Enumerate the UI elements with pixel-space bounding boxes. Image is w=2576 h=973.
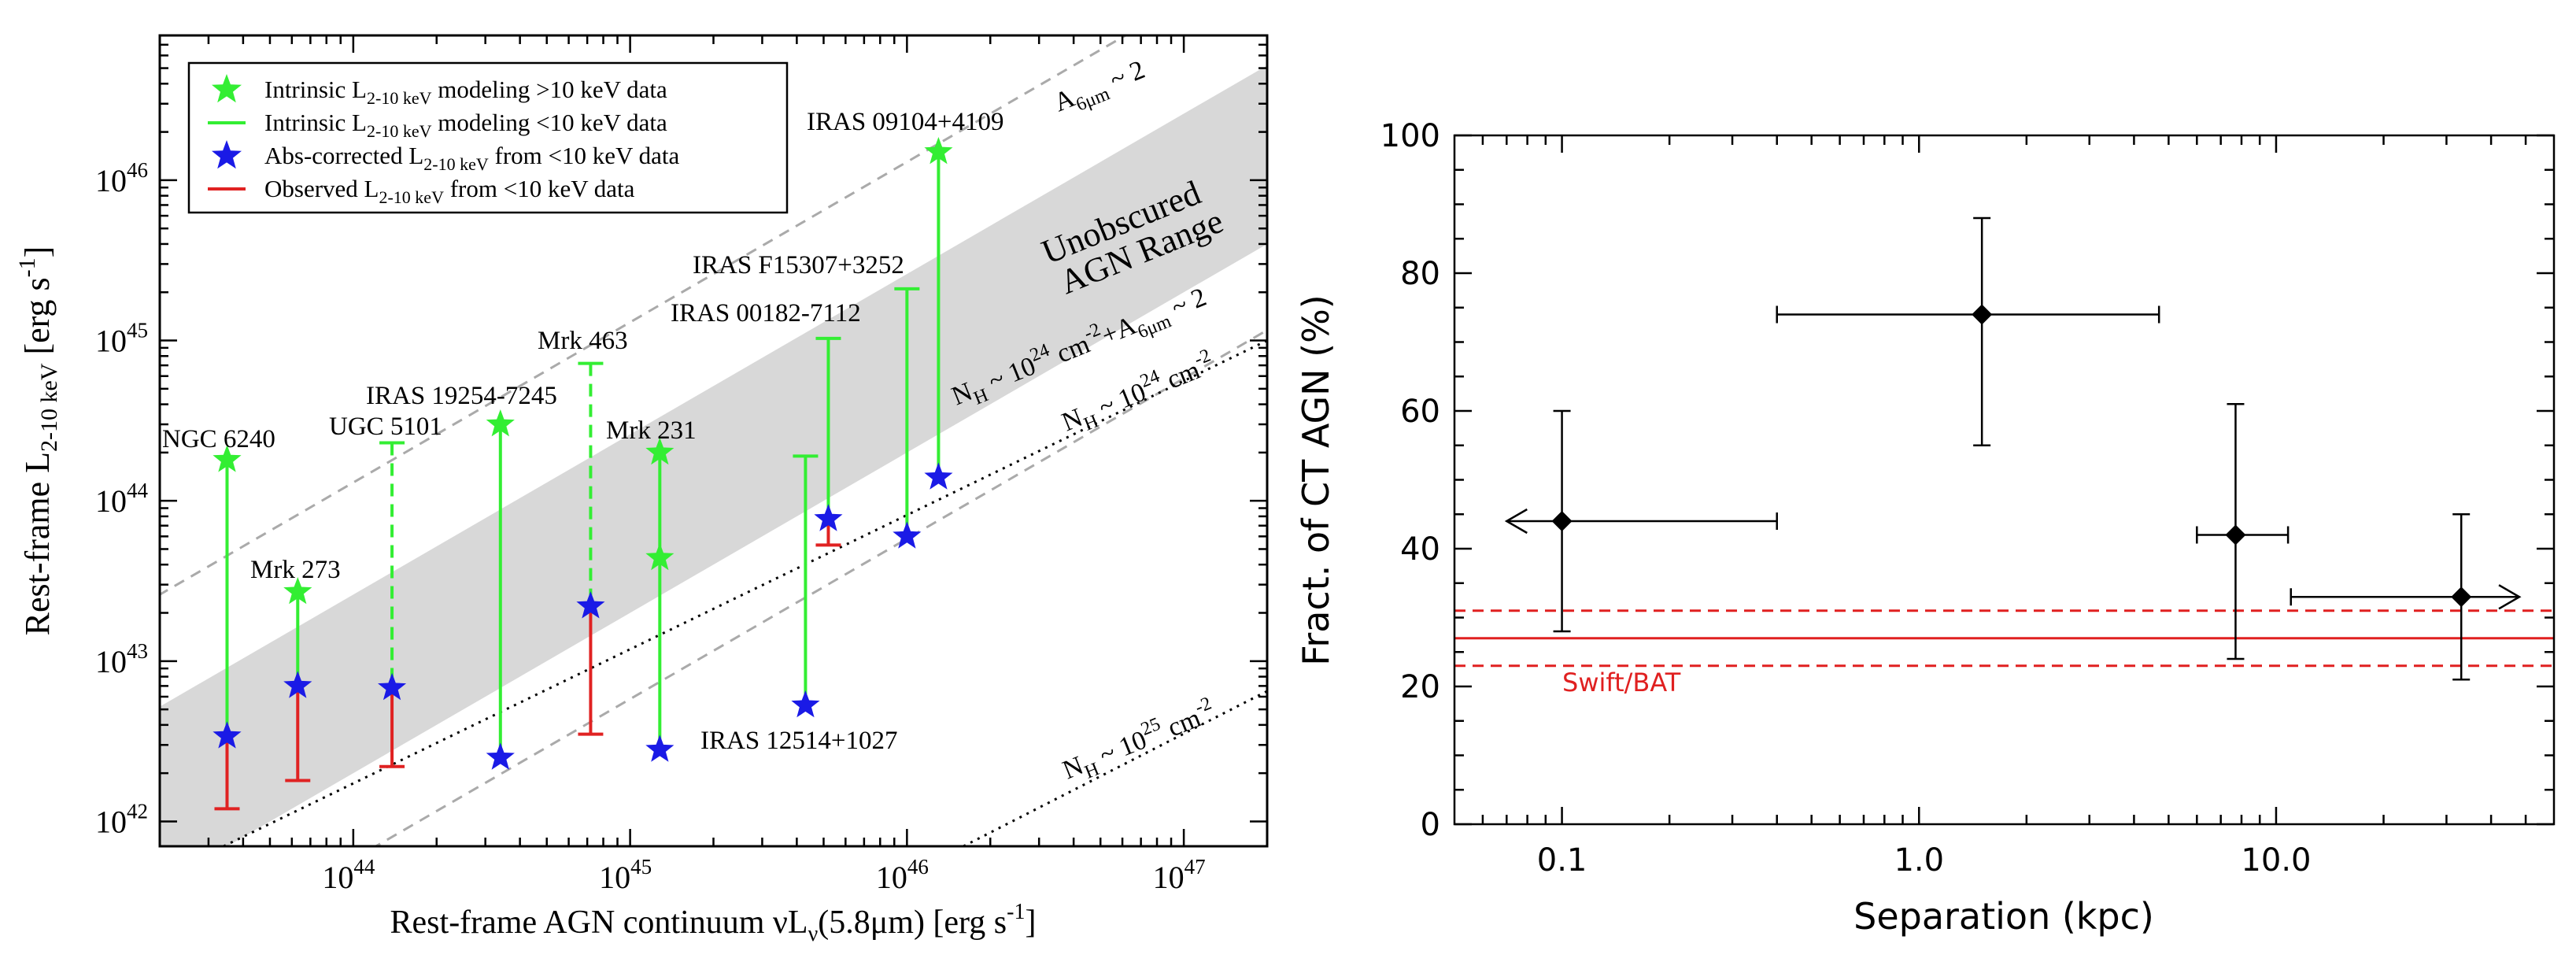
x-tick-label: 1.0 bbox=[1894, 842, 1944, 879]
x-tick-label: 0.1 bbox=[1537, 842, 1587, 879]
source-0 bbox=[213, 445, 242, 811]
intrinsic-green-star bbox=[924, 137, 953, 165]
source-label: Mrk 273 bbox=[250, 556, 341, 584]
x-tick-label: 10.0 bbox=[2241, 842, 2311, 879]
diamond-marker bbox=[1972, 304, 1993, 325]
abs-corrected-blue-star bbox=[645, 734, 674, 762]
abs-corrected-blue-star bbox=[576, 591, 605, 619]
source-label: IRAS 09104+4109 bbox=[807, 108, 1004, 136]
y-tick-label: 1046 bbox=[95, 158, 148, 198]
source-1 bbox=[283, 577, 312, 782]
source-6 bbox=[791, 454, 820, 718]
swift-bat-label: Swift/BAT bbox=[1562, 668, 1681, 697]
data-point-2 bbox=[2196, 403, 2290, 660]
source-5 bbox=[645, 437, 674, 762]
source-label: IRAS 19254-7245 bbox=[366, 382, 557, 410]
source-7 bbox=[814, 336, 843, 547]
abs-corrected-blue-star bbox=[378, 672, 407, 701]
left-arrow-icon bbox=[1504, 508, 1528, 535]
legend-box bbox=[187, 61, 789, 214]
diamond-marker bbox=[2225, 524, 2246, 546]
source-9 bbox=[924, 137, 953, 490]
nh24-a6-dashed-line bbox=[373, 328, 1267, 846]
intrinsic-green-star bbox=[213, 445, 242, 472]
data-point-0 bbox=[1504, 409, 1778, 633]
y-tick-label: 1042 bbox=[95, 799, 148, 839]
x-tick-label: 1044 bbox=[322, 855, 375, 895]
x-tick-label: 1046 bbox=[876, 855, 929, 895]
source-label: UGC 5101 bbox=[329, 413, 442, 441]
source-8 bbox=[893, 287, 922, 549]
source-label: IRAS 12514+1027 bbox=[700, 727, 898, 755]
blue-star-icon bbox=[212, 140, 242, 169]
y-tick-label: 1045 bbox=[95, 319, 148, 359]
source-3 bbox=[486, 409, 515, 770]
y-tick-label: 100 bbox=[1380, 118, 1440, 154]
right-plot-frame bbox=[1453, 134, 2556, 826]
nh25-dotted-line bbox=[963, 690, 1267, 846]
a6-dashed-line bbox=[160, 35, 1128, 597]
source-4 bbox=[576, 361, 605, 736]
x-tick-label: 1047 bbox=[1153, 855, 1206, 895]
right-x-axis-label: Separation (kpc) bbox=[1853, 895, 2154, 938]
source-label: Mrk 463 bbox=[538, 327, 628, 355]
right-arrow-icon bbox=[2498, 584, 2522, 610]
abs-corrected-blue-star bbox=[486, 742, 515, 770]
legend-label: Abs-corrected L2-10 keV from <10 keV dat… bbox=[264, 142, 679, 174]
y-tick-label: 40 bbox=[1400, 531, 1440, 568]
legend-label: Observed L2-10 keV from <10 keV data bbox=[264, 175, 635, 207]
y-tick-label: 1043 bbox=[95, 639, 148, 679]
y-tick-label: 20 bbox=[1400, 669, 1440, 705]
legend-label: Intrinsic L2-10 keV modeling <10 keV dat… bbox=[264, 109, 667, 141]
abs-corrected-blue-star bbox=[791, 690, 820, 718]
unobscured-band bbox=[160, 65, 1267, 846]
y-tick-label: 1044 bbox=[95, 479, 149, 519]
intrinsic-green-star bbox=[486, 409, 515, 437]
abs-corrected-blue-star bbox=[213, 721, 242, 749]
data-point-3 bbox=[2290, 513, 2522, 681]
left-x-axis-label: Rest-frame AGN continuum νLν(5.8μm) [erg… bbox=[390, 900, 1037, 946]
diamond-marker bbox=[1551, 511, 1573, 531]
source-2 bbox=[378, 441, 407, 768]
source-label: IRAS F15307+3252 bbox=[693, 251, 904, 279]
a6-line-label: A6μm ~ 2 bbox=[1050, 55, 1151, 123]
x-tick-label: 1045 bbox=[599, 855, 652, 895]
abs-corrected-blue-star bbox=[283, 671, 312, 698]
right-y-axis-label: Fract. of CT AGN (%) bbox=[1295, 294, 1337, 666]
nh25-line-label: NH ~ 1025 cm-2 bbox=[1057, 694, 1221, 790]
legend-item: Observed L2-10 keV from <10 keV data bbox=[208, 175, 635, 207]
left-y-axis-label: Rest-frame L2-10 keV [erg s-1] bbox=[14, 246, 62, 636]
legend-item: Intrinsic L2-10 keV modeling <10 keV dat… bbox=[208, 109, 667, 141]
abs-corrected-blue-star bbox=[814, 504, 843, 531]
diamond-marker bbox=[2451, 586, 2472, 608]
source-label: Mrk 231 bbox=[606, 416, 697, 445]
legend-item: Intrinsic L2-10 keV modeling >10 keV dat… bbox=[212, 74, 667, 108]
left-chart: 1044 1045 1046 1047 1042 1043 1044 1045 1046 NGC… bbox=[14, 34, 1269, 946]
intrinsic-green-star bbox=[645, 437, 674, 465]
data-point-1 bbox=[1776, 216, 2160, 446]
y-tick-label: 80 bbox=[1400, 256, 1440, 292]
intrinsic-green-star bbox=[645, 542, 674, 571]
y-tick-label: 60 bbox=[1400, 394, 1440, 430]
source-label: IRAS 00182-7112 bbox=[671, 299, 861, 327]
intrinsic-green-star bbox=[283, 577, 312, 605]
source-label: NGC 6240 bbox=[162, 425, 275, 453]
abs-corrected-blue-star bbox=[893, 521, 922, 549]
green-star-icon bbox=[212, 74, 242, 103]
abs-corrected-blue-star bbox=[924, 462, 953, 490]
y-tick-label: 0 bbox=[1421, 807, 1440, 843]
legend-item: Abs-corrected L2-10 keV from <10 keV dat… bbox=[212, 140, 679, 174]
legend-label: Intrinsic L2-10 keV modeling >10 keV dat… bbox=[264, 76, 667, 108]
right-chart: Swift/BAT 0.1 1.0 10.0 0 20 40 60 80 100 Separat… bbox=[1295, 118, 2556, 938]
